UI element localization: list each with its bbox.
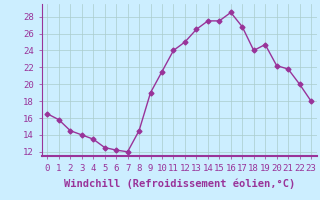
X-axis label: Windchill (Refroidissement éolien,°C): Windchill (Refroidissement éolien,°C) xyxy=(64,178,295,189)
